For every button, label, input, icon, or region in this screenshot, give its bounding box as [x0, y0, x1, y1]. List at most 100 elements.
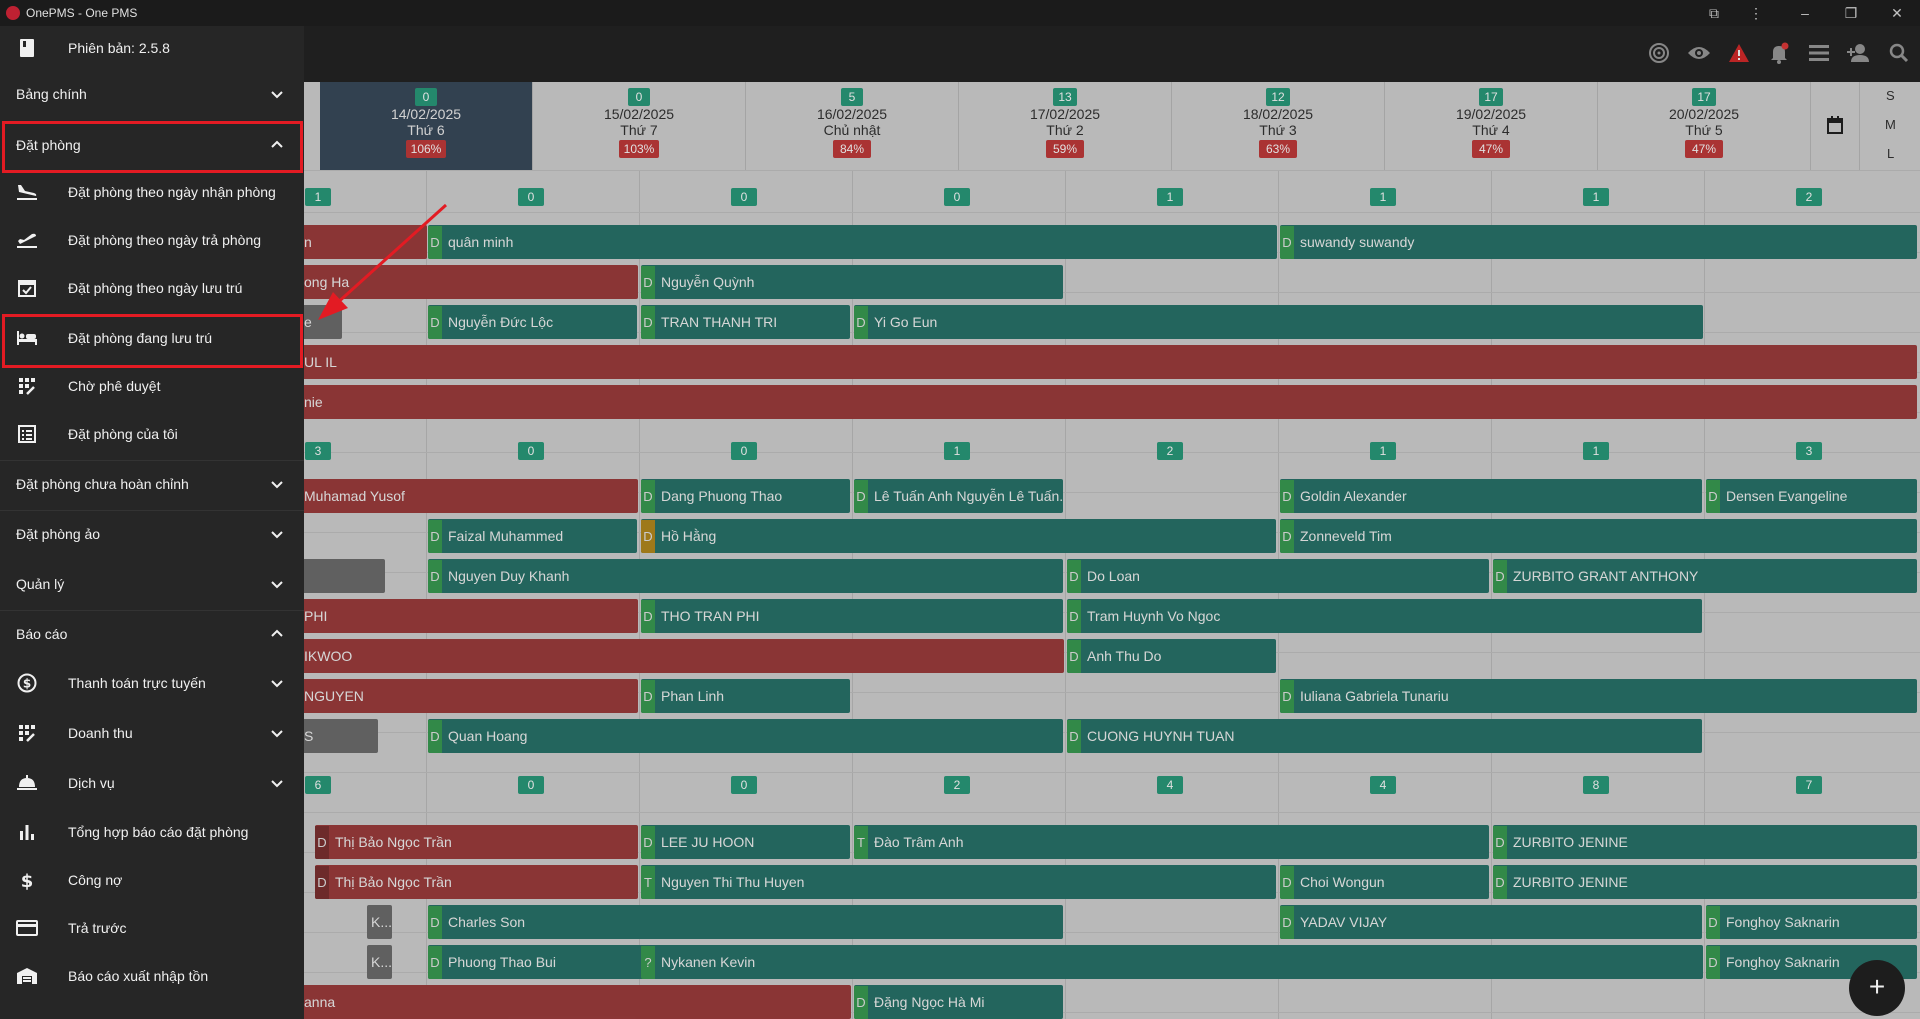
- booking-bar[interactable]: D Charles Son: [428, 905, 1063, 939]
- chevron-down-icon[interactable]: [268, 85, 286, 103]
- booking-bar[interactable]: ? Nykanen Kevin: [641, 945, 1703, 979]
- sidebar-item-dat-phong-chua-hoan-chinh[interactable]: Đặt phòng chưa hoàn chỉnh: [0, 460, 304, 508]
- sidebar-item-tong-hop-bao-cao-dat-phong[interactable]: Tổng hợp báo cáo đặt phòng: [0, 808, 304, 856]
- chevron-down-icon[interactable]: [268, 674, 286, 692]
- booking-bar[interactable]: D Goldin Alexander: [1280, 479, 1702, 513]
- sidebar-item-dat-phong[interactable]: Đặt phòng: [0, 121, 304, 169]
- chevron-up-icon[interactable]: [268, 625, 286, 643]
- sidebar-item-cho-phe-duyet[interactable]: Chờ phê duyệt: [0, 362, 304, 410]
- booking-bar[interactable]: anna: [300, 985, 851, 1019]
- date-header[interactable]: 17 20/02/2025 Thứ 5 47%: [1598, 82, 1811, 170]
- booking-bar[interactable]: D Dang Phuong Thao: [641, 479, 850, 513]
- add-user-icon[interactable]: [1844, 38, 1874, 68]
- booking-bar[interactable]: D LEE JU HOON: [641, 825, 850, 859]
- booking-bar[interactable]: D Yi Go Eun: [854, 305, 1703, 339]
- sidebar-item-dat-phong-cua-toi[interactable]: Đặt phòng của tôi: [0, 410, 304, 458]
- calendar-picker-cell[interactable]: [1811, 82, 1860, 170]
- booking-bar[interactable]: D Hồ Hằng: [641, 519, 1276, 553]
- booking-bar[interactable]: D Do Loan: [1067, 559, 1489, 593]
- sidebar-item-tra-truoc[interactable]: Trả trước: [0, 904, 304, 952]
- booking-bar[interactable]: D Lê Tuấn Anh Nguyễn Lê Tuấn...: [854, 479, 1063, 513]
- booking-bar[interactable]: D Quan Hoang: [428, 719, 1063, 753]
- booking-bar[interactable]: D Nguyễn Quỳnh: [641, 265, 1063, 299]
- view-size-m[interactable]: M: [1885, 117, 1896, 132]
- close-button[interactable]: ✕: [1891, 4, 1903, 21]
- booking-bar[interactable]: D Zonneveld Tim: [1280, 519, 1917, 553]
- booking-bar[interactable]: Muhamad Yusof: [300, 479, 638, 513]
- booking-bar[interactable]: D Fonghoy Saknarin: [1706, 905, 1917, 939]
- sidebar-item-thanh-toan-truc-tuyen[interactable]: $ Thanh toán trực tuyến: [0, 659, 304, 707]
- chevron-down-icon[interactable]: [268, 575, 286, 593]
- sidebar-item-dat-phong-ao[interactable]: Đặt phòng ảo: [0, 510, 304, 558]
- booking-bar[interactable]: D Nguyen Duy Khanh: [428, 559, 1063, 593]
- chevron-down-icon[interactable]: [268, 525, 286, 543]
- booking-bar[interactable]: D Iuliana Gabriela Tunariu: [1280, 679, 1917, 713]
- booking-bar[interactable]: T Nguyen Thi Thu Huyen: [641, 865, 1276, 899]
- chevron-up-icon[interactable]: [268, 136, 286, 154]
- notification-bell-icon[interactable]: [1764, 38, 1794, 68]
- restore-button[interactable]: ❐: [1844, 4, 1858, 21]
- sidebar-item-dat-phong-theo-ngay-tra-phong[interactable]: Đặt phòng theo ngày trả phòng: [0, 216, 304, 264]
- booking-bar[interactable]: UL IL: [300, 345, 1917, 379]
- booking-bar[interactable]: D Thị Bảo Ngọc Trần: [315, 865, 638, 899]
- eye-icon[interactable]: [1684, 38, 1714, 68]
- booking-bar[interactable]: D Nguyễn Đức Lộc: [428, 305, 637, 339]
- sidebar-item-cong-no[interactable]: $ Công nợ: [0, 856, 304, 904]
- booking-bar[interactable]: NGUYEN: [300, 679, 638, 713]
- more-vert-icon[interactable]: ⋮: [1749, 4, 1763, 21]
- booking-bar[interactable]: D Đặng Ngọc Hà Mi: [854, 985, 1063, 1019]
- add-booking-fab[interactable]: +: [1849, 960, 1905, 1016]
- view-size-l[interactable]: L: [1887, 146, 1895, 161]
- booking-bar[interactable]: D Faizal Muhammed: [428, 519, 637, 553]
- extension-icon[interactable]: ⧉: [1709, 4, 1719, 21]
- chevron-down-icon[interactable]: [268, 774, 286, 792]
- sidebar-item-dat-phong-theo-ngay-nhan-phong[interactable]: Đặt phòng theo ngày nhận phòng: [0, 168, 304, 216]
- booking-bar[interactable]: S: [300, 719, 378, 753]
- booking-bar[interactable]: D Phan Linh: [641, 679, 850, 713]
- booking-bar[interactable]: D Densen Evangeline: [1706, 479, 1917, 513]
- date-header[interactable]: 5 16/02/2025 Chủ nhật 84%: [746, 82, 959, 170]
- booking-bar[interactable]: D YADAV VIJAY: [1280, 905, 1702, 939]
- booking-bar[interactable]: IKWOO: [300, 639, 1064, 673]
- booking-bar[interactable]: D Thị Bảo Ngọc Trần: [315, 825, 638, 859]
- booking-bar[interactable]: D Tram Huynh Vo Ngoc: [1067, 599, 1702, 633]
- sidebar-item-dat-phong-dang-luu-tru[interactable]: Đặt phòng đang lưu trú: [0, 314, 304, 362]
- date-header[interactable]: 0 15/02/2025 Thứ 7 103%: [533, 82, 746, 170]
- view-size-s[interactable]: S: [1886, 88, 1895, 103]
- chevron-down-icon[interactable]: [268, 724, 286, 742]
- booking-bar[interactable]: D TRAN THANH TRI: [641, 305, 850, 339]
- booking-bar[interactable]: D ZURBITO JENINE: [1493, 825, 1917, 859]
- booking-bar[interactable]: nie: [300, 385, 1917, 419]
- date-header[interactable]: 17 19/02/2025 Thứ 4 47%: [1385, 82, 1598, 170]
- booking-bar[interactable]: D THO TRAN PHI: [641, 599, 1063, 633]
- fingerprint-icon[interactable]: [1644, 38, 1674, 68]
- booking-bar[interactable]: D Anh Thu Do: [1067, 639, 1276, 673]
- booking-bar[interactable]: T Đào Trâm Anh: [854, 825, 1489, 859]
- sidebar-item-bao-cao[interactable]: Báo cáo: [0, 610, 304, 658]
- booking-bar[interactable]: D CUONG HUYNH TUAN: [1067, 719, 1702, 753]
- sidebar-item-bang-chinh[interactable]: Bảng chính: [0, 70, 304, 118]
- date-header[interactable]: 0 14/02/2025 Thứ 6 106%: [320, 82, 533, 170]
- booking-bar[interactable]: D ZURBITO JENINE: [1493, 865, 1917, 899]
- calendar-icon[interactable]: [1827, 116, 1843, 134]
- booking-bar[interactable]: ong Ha: [300, 265, 638, 299]
- minimize-button[interactable]: –: [1801, 5, 1809, 21]
- date-header[interactable]: 12 18/02/2025 Thứ 3 63%: [1172, 82, 1385, 170]
- sidebar-item-dat-phong-theo-ngay-luu-tru[interactable]: Đặt phòng theo ngày lưu trú: [0, 264, 304, 312]
- booking-bar[interactable]: D ZURBITO GRANT ANTHONY: [1493, 559, 1917, 593]
- sidebar-item-doanh-thu[interactable]: Doanh thu: [0, 709, 304, 757]
- booking-bar[interactable]: D Choi Wongun: [1280, 865, 1489, 899]
- search-icon[interactable]: [1884, 38, 1914, 68]
- sidebar-item-bao-cao-xuat-nhap-ton[interactable]: Báo cáo xuất nhập tồn: [0, 952, 304, 1000]
- date-header[interactable]: 13 17/02/2025 Thứ 2 59%: [959, 82, 1172, 170]
- chevron-down-icon[interactable]: [268, 475, 286, 493]
- sidebar-item-dich-vu[interactable]: Dịch vụ: [0, 759, 304, 807]
- menu-list-icon[interactable]: [1804, 38, 1834, 68]
- booking-bar[interactable]: [300, 559, 385, 593]
- sidebar-item-quan-ly[interactable]: Quản lý: [0, 560, 304, 608]
- booking-bar[interactable]: PHI: [300, 599, 638, 633]
- booking-bar[interactable]: K...: [367, 905, 392, 939]
- booking-bar[interactable]: K...: [367, 945, 392, 979]
